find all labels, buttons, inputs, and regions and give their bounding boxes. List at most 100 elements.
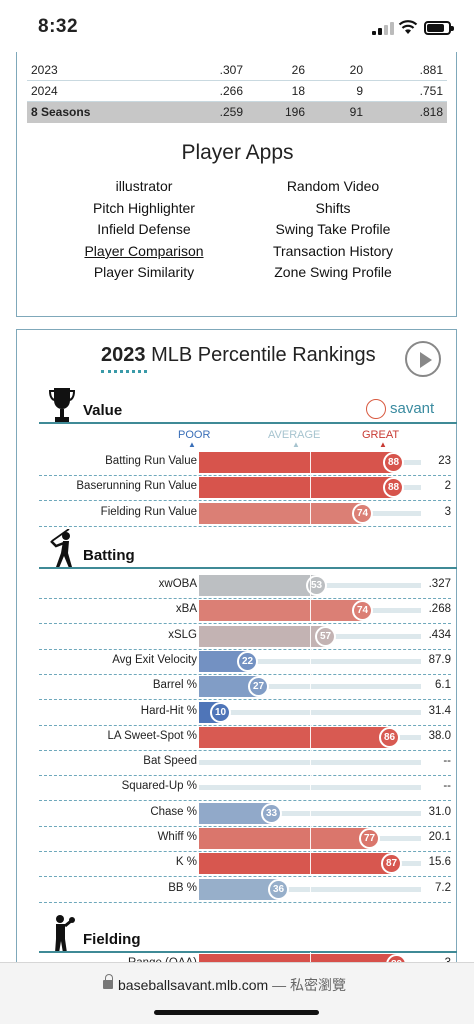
row-divider [39,699,451,701]
row-divider [39,648,451,650]
percentile-row-bat-speed[interactable]: Bat Speed -- [39,750,451,777]
wifi-icon [398,20,418,34]
savant-brand: savant [390,400,435,417]
player-stats-card: 2023 .307 26 20 .881 2024 .266 18 9 .751 8 Seasons… [16,52,457,317]
cellular-signal-icon [372,22,394,35]
percentile-row-whiff[interactable]: Whiff % 77 20.1 [39,826,451,852]
percentile-bar [199,676,259,698]
percentile-row-batting-run-value[interactable]: Batting Run Value 88 23 [39,450,451,476]
metric-value: .434 [428,628,451,641]
percentile-row-squared-up[interactable]: Squared-Up % -- [39,775,451,802]
row-divider [39,598,451,599]
app-link-illustrator[interactable]: illustrator [115,178,173,194]
metric-name: Squared-Up % [121,780,197,793]
battery-icon [424,21,454,35]
lock-icon [103,974,113,989]
percentile-bar [199,575,317,596]
percentile-bar [199,477,394,499]
app-link-random-video[interactable]: Random Video [286,178,380,194]
app-link-transaction-history[interactable]: Transaction History [272,242,394,259]
percentile-bar [199,502,363,524]
section-label: Batting [83,547,135,564]
percentile-row-avg-exit-velocity[interactable]: Avg Exit Velocity 22 87.9 [39,648,451,675]
metric-value: 7.2 [435,881,451,894]
percentile-row-fielding-run-value[interactable]: Fielding Run Value 74 3 [39,500,451,527]
percentile-row-bb[interactable]: BB % 36 7.2 [39,876,451,903]
percentile-bar [199,452,394,473]
home-indicator[interactable] [154,1010,319,1015]
metric-name: BB % [168,881,197,894]
percentile-row-barrel[interactable]: Barrel % 27 6.1 [39,674,451,701]
metric-name: Barrel % [152,679,197,692]
scale-great: GREAT ▲ [362,429,400,449]
row-divider [39,525,451,527]
percentile-bubble: 88 [383,452,404,473]
status-time: 8:32 [38,16,79,37]
stats-cell: 2024 [31,84,58,98]
metric-name: xBA [175,603,197,616]
row-divider [39,500,451,502]
metric-name: LA Sweet-Spot % [107,729,198,742]
metric-value: 2 [444,480,451,493]
metric-name: Baserunning Run Value [76,480,197,493]
percentile-row-chase[interactable]: Chase % 33 31.0 [39,800,451,827]
section-batting: Batting [39,528,457,569]
app-link-shifts[interactable]: Shifts [315,199,351,216]
row-divider [39,825,451,827]
stats-cell: .266 [219,84,243,98]
percentile-bubble: 77 [359,828,380,849]
savant-logo-icon [366,399,386,419]
percentile-bar [199,878,279,900]
scale-poor: POOR ▲ [178,429,211,449]
stats-cell: 8 Seasons [31,105,91,119]
stats-cell: 18 [291,84,305,98]
percentile-bubble: 53 [306,575,327,596]
url-text[interactable]: baseballsavant.mlb.com — 私密瀏覽 [118,977,346,993]
percentile-rankings-card: 2023 MLB Percentile Rankings savant Valu… [16,329,457,1024]
percentile-row-xwoba[interactable]: xwOBA 53 .327 [39,573,451,599]
percentile-bubble: 57 [315,625,336,647]
percentile-row-k[interactable]: K % 87 15.6 [39,851,451,878]
app-link-player-similarity[interactable]: Player Similarity [93,264,195,281]
app-link-zone-swing-profile[interactable]: Zone Swing Profile [274,264,392,281]
stats-cell: .259 [219,105,243,119]
percentile-row-xslg[interactable]: xSLG 57 .434 [39,623,451,650]
app-link-swing-take-profile[interactable]: Swing Take Profile [275,221,391,238]
stats-cell: 91 [349,105,363,119]
percentile-bar [199,802,272,824]
row-divider [39,876,451,878]
percentile-bar [199,853,392,875]
play-button[interactable] [405,341,441,377]
metric-name: Whiff % [157,831,197,843]
section-fielding: Fielding [39,915,457,953]
metric-value: 31.0 [428,805,451,818]
metric-name: xwOBA [158,578,197,590]
browser-url-bar[interactable]: baseballsavant.mlb.com — 私密瀏覽 [0,962,474,1024]
app-link-pitch-highlighter[interactable]: Pitch Highlighter [93,199,195,216]
metric-name: Chase % [150,805,197,818]
stats-cell: 2023 [31,63,58,77]
percentile-row-la-sweet-spot[interactable]: LA Sweet-Spot % 86 38.0 [39,724,451,751]
row-divider [39,673,451,675]
stats-table: 2023 .307 26 20 .881 2024 .266 18 9 .751 8 Seasons… [27,60,447,123]
trophy-icon [47,384,77,426]
percentile-row-baserunning-run-value[interactable]: Baserunning Run Value 88 2 [39,475,451,502]
percentile-bar [199,600,363,622]
section-label: Value [83,402,123,419]
percentile-row-xba[interactable]: xBA 74 .268 [39,598,451,625]
metric-value: 6.1 [435,679,451,692]
batter-icon [47,528,77,571]
metric-name: Bat Speed [143,755,197,768]
metric-value: 3 [444,505,451,518]
scale-average: AVERAGE ▲ [268,429,321,449]
percentile-bar [199,726,390,748]
percentile-row-hard-hit[interactable]: Hard-Hit % 10 31.4 [39,699,451,726]
metric-value: 20.1 [428,831,451,843]
row-divider [39,901,451,903]
metric-value: 38.0 [428,729,451,742]
title-underline [101,370,147,373]
metric-value: -- [443,780,451,793]
app-link-player-comparison[interactable]: Player Comparison [84,242,204,259]
stats-cell: .818 [419,105,443,119]
app-link-infield-defense[interactable]: Infield Defense [97,221,191,238]
